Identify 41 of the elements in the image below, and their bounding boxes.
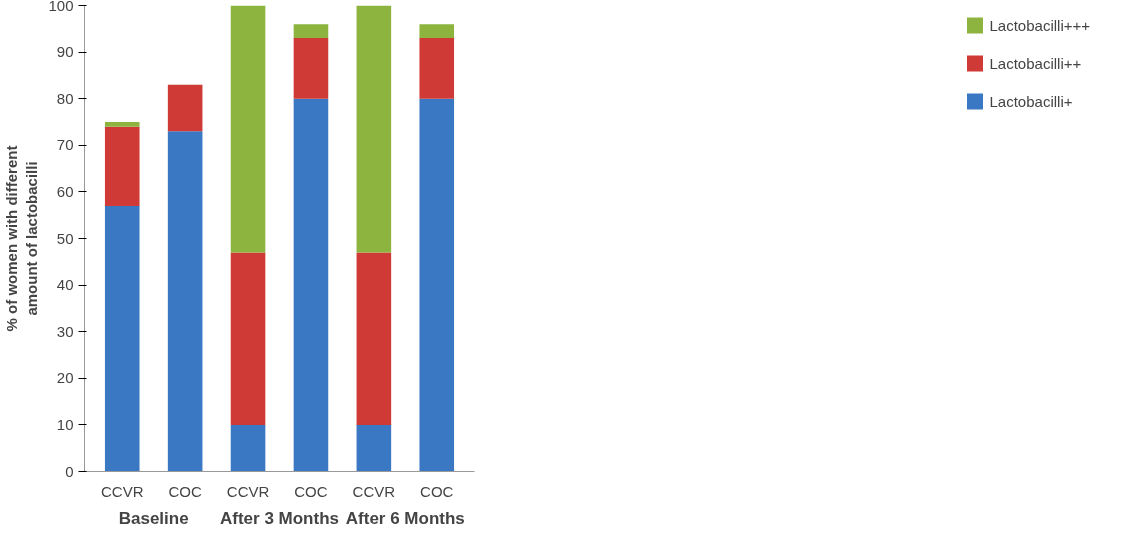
bar [356, 5, 392, 253]
text: After 3 Months [220, 508, 339, 528]
y-axis-title: % of women with different amount of lactobacilli [3, 145, 41, 332]
bar [293, 98, 329, 472]
legend-label: Lactobacilli+ [989, 92, 1073, 110]
y-tick-label: 30 [56, 322, 74, 340]
bar [356, 252, 392, 425]
bar [230, 424, 266, 472]
bar [419, 24, 455, 39]
bar [104, 205, 140, 472]
legend-label: Lactobacilli++ [989, 54, 1082, 72]
y-tick-label: 70 [56, 136, 74, 154]
text: After 6 Months [345, 508, 465, 528]
bar [104, 126, 140, 206]
bar [419, 98, 455, 472]
legend-label: Lactobacilli+++ [989, 16, 1090, 34]
bar [293, 38, 329, 99]
text: Baseline [118, 508, 189, 528]
x-tick-label: COC [168, 482, 202, 500]
x-tick-label: COC [294, 482, 328, 500]
y-tick-label: 60 [56, 182, 74, 200]
x-tick-label: COC [420, 482, 454, 500]
y-tick-label: 50 [56, 229, 74, 247]
y-tick-label: 0 [65, 462, 74, 480]
bar [293, 24, 329, 39]
x-tick-label: CCVR [352, 482, 396, 500]
bar [356, 424, 392, 472]
y-tick-label: 20 [56, 369, 74, 387]
bar [104, 122, 140, 127]
y-tick-label: 80 [56, 89, 74, 107]
y-tick-label: 90 [56, 43, 74, 61]
x-tick-label: CCVR [100, 482, 144, 500]
bar [419, 38, 455, 99]
y-tick-label: 10 [56, 415, 74, 433]
bar [230, 252, 266, 425]
x-tick-label: CCVR [226, 482, 270, 500]
y-tick-label: 40 [56, 276, 74, 294]
bar [167, 84, 203, 132]
bar [167, 131, 203, 472]
bar [230, 5, 266, 253]
y-tick-label: 100 [48, 0, 74, 14]
